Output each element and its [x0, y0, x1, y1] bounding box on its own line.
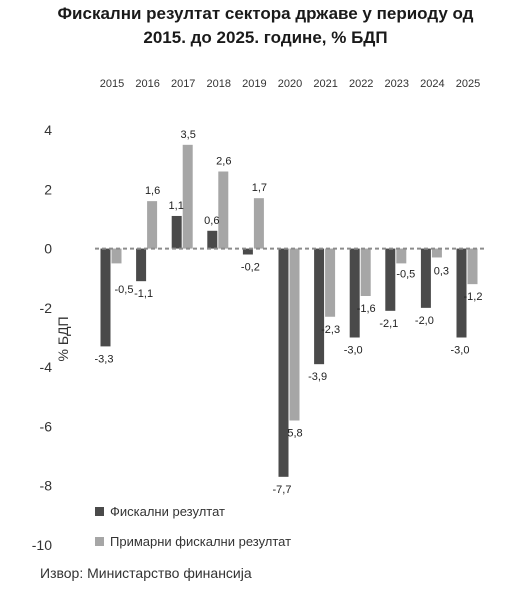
primary-result-data-label: 5,8 [287, 428, 302, 440]
chart-title-line-2: 2015. до 2025. године, % БДП [143, 28, 388, 47]
fiscal-result-data-label: -1,1 [134, 288, 153, 300]
y-tick-label: 0 [44, 241, 52, 257]
primary-result-bar [431, 248, 442, 258]
y-tick-label: -4 [40, 359, 53, 375]
primary-result-bar [325, 248, 336, 317]
y-tick-label: 2 [44, 181, 52, 197]
x-category-label: 2017 [171, 78, 195, 90]
fiscal-result-bar [314, 248, 325, 365]
x-category-label: 2015 [100, 78, 124, 90]
x-category-label: 2018 [207, 78, 231, 90]
x-category-label: 2023 [385, 78, 409, 90]
source-note: Извор: Министарство финансија [40, 565, 252, 581]
fiscal-result-data-label: 1,1 [169, 200, 184, 212]
primary-result-bar [147, 201, 158, 249]
y-axis-title: % БДП [55, 316, 71, 361]
primary-result-data-label: 0,3 [434, 266, 449, 278]
fiscal-result-data-label: -7,7 [273, 484, 292, 496]
primary-result-bar [467, 248, 478, 285]
primary-result-data-label: 2,6 [216, 156, 231, 168]
primary-result-bar [253, 198, 264, 249]
fiscal-result-bar [242, 248, 253, 255]
legend-label-primary: Примарни фискални резултат [110, 534, 291, 549]
x-category-label: 2025 [456, 78, 480, 90]
x-category-label: 2022 [349, 78, 373, 90]
x-category-label: 2016 [135, 78, 159, 90]
primary-result-bar [111, 248, 122, 264]
x-category-label: 2020 [278, 78, 302, 90]
legend-swatch-primary [95, 537, 104, 546]
fiscal-result-bar [420, 248, 431, 308]
primary-result-data-label: 1,7 [252, 182, 267, 194]
legend-swatch-fiscal [95, 507, 104, 516]
fiscal-result-data-label: -0,2 [241, 262, 260, 274]
fiscal-result-data-label: -3,9 [308, 371, 327, 383]
y-tick-label: -8 [40, 478, 53, 494]
fiscal-result-data-label: -3,3 [95, 353, 114, 365]
fiscal-result-bar [100, 248, 111, 347]
primary-result-bar [396, 248, 407, 264]
primary-result-data-label: 1,6 [145, 185, 160, 197]
primary-result-data-label: -0,5 [396, 268, 415, 280]
fiscal-result-bar [171, 215, 182, 249]
fiscal-result-bar [278, 248, 289, 477]
primary-result-bar [182, 144, 193, 249]
fiscal-result-data-label: -2,1 [379, 318, 398, 330]
fiscal-result-data-label: -3,0 [451, 345, 470, 357]
fiscal-result-bar [136, 248, 147, 282]
primary-result-bar [360, 248, 371, 296]
primary-result-bar [289, 248, 300, 421]
y-tick-label: 4 [44, 122, 52, 138]
chart-title-line-1: Фискални резултат сектора државе у перио… [57, 4, 474, 23]
fiscal-result-bar [385, 248, 396, 311]
fiscal-result-data-label: -2,0 [415, 315, 434, 327]
fiscal-result-bar [207, 230, 218, 249]
y-tick-label: -6 [40, 418, 53, 434]
fiscal-result-data-label: 0,6 [204, 215, 219, 227]
chart-title: Фискални резултат сектора државе у перио… [0, 2, 531, 50]
fiscal-result-bar [349, 248, 360, 338]
legend-label-fiscal: Фискални резултат [110, 504, 225, 519]
y-tick-label: -2 [40, 300, 53, 316]
primary-result-data-label: -1,2 [464, 291, 483, 303]
x-category-label: 2024 [420, 78, 444, 90]
primary-result-data-label: -0,5 [115, 284, 134, 296]
x-category-label: 2019 [242, 78, 266, 90]
x-category-label: 2021 [313, 78, 337, 90]
y-tick-label: -10 [32, 537, 52, 553]
primary-result-data-label: -2,3 [321, 324, 340, 336]
primary-result-data-label: -1,6 [357, 303, 376, 315]
fiscal-result-bar [456, 248, 467, 338]
primary-result-bar [218, 171, 229, 249]
primary-result-data-label: 3,5 [181, 129, 196, 141]
fiscal-result-data-label: -3,0 [344, 345, 363, 357]
